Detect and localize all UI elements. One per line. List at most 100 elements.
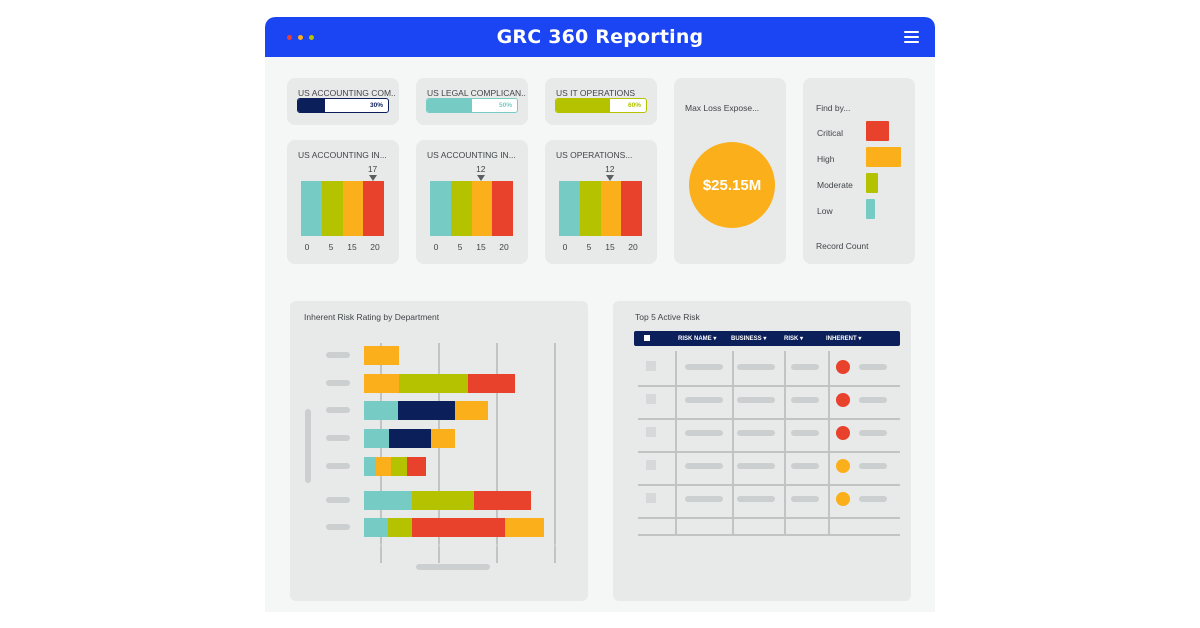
grid-line (554, 343, 556, 563)
inherent-placeholder (859, 364, 887, 370)
gauge-segment (492, 181, 513, 236)
bar-segment[interactable] (364, 518, 389, 537)
find-by-card[interactable]: Find by... Record Count Critical High Mode… (803, 78, 915, 264)
legend-swatch-moderate[interactable] (866, 173, 878, 193)
gauge-tick-label: 0 (562, 242, 568, 252)
risk-placeholder (791, 364, 819, 370)
column-header-risk[interactable]: RISK ▾ (784, 336, 804, 342)
bar-segment[interactable] (364, 429, 390, 448)
gauge-tick-label: 5 (457, 242, 463, 252)
app-title: GRC 360 Reporting (496, 26, 704, 48)
row-checkbox[interactable] (646, 460, 656, 470)
top-risk-table: Top 5 Active Risk RISK NAME ▾ BUSINESS ▾… (613, 301, 911, 601)
card-title: Find by... (816, 103, 851, 113)
bar-segment[interactable] (391, 457, 408, 476)
legend-swatch-low[interactable] (866, 199, 875, 219)
progress-bar: 50% (426, 98, 518, 113)
bar-segment[interactable] (364, 346, 400, 365)
business-placeholder (737, 364, 775, 370)
row-checkbox[interactable] (646, 361, 656, 371)
card-title: Max Loss Expose... (685, 103, 760, 113)
column-divider (732, 351, 734, 536)
bar-segment[interactable] (398, 401, 456, 420)
bar-segment[interactable] (431, 429, 456, 448)
business-placeholder (737, 430, 775, 436)
bar-segment[interactable] (389, 429, 432, 448)
grid-line (380, 343, 382, 563)
legend-swatch-critical[interactable] (866, 121, 889, 141)
bar-segment[interactable] (455, 401, 488, 420)
risk-name-placeholder (685, 496, 723, 502)
bar-segment[interactable] (467, 374, 515, 393)
gauge-tick-label: 5 (586, 242, 592, 252)
max-loss-card[interactable]: Max Loss Expose... $25.15M (674, 78, 786, 264)
bar-segment[interactable] (376, 457, 392, 476)
inherent-placeholder (859, 430, 887, 436)
gauge-card[interactable]: US OPERATIONS... 12 0 5 15 20 (545, 140, 657, 264)
row-checkbox[interactable] (646, 394, 656, 404)
inherent-risk-dot (836, 360, 850, 374)
gauge-marker-value: 12 (476, 164, 486, 174)
gauge-card[interactable]: US ACCOUNTING IN... 12 0 5 15 20 (416, 140, 528, 264)
progress-label: 30% (369, 102, 383, 109)
column-header-risk-name[interactable]: RISK NAME ▾ (678, 336, 717, 342)
gauge-tick-label: 0 (433, 242, 439, 252)
table-title: Top 5 Active Risk (635, 312, 700, 322)
progress-card[interactable]: US ACCOUNTING COM.. 30% (287, 78, 399, 125)
bar-segment[interactable] (412, 491, 474, 510)
window-dot-green[interactable] (309, 35, 314, 40)
select-all-checkbox[interactable] (644, 335, 650, 341)
max-loss-value: $25.15M (689, 142, 775, 228)
bar-segment[interactable] (364, 457, 377, 476)
card-title: US LEGAL COMPLICAN.. (427, 88, 526, 98)
risk-name-placeholder (685, 364, 723, 370)
row-divider (638, 484, 900, 486)
card-title: US ACCOUNTING IN... (298, 150, 387, 160)
window-dot-yellow[interactable] (298, 35, 303, 40)
column-header-business[interactable]: BUSINESS ▾ (731, 336, 767, 342)
bar-segment[interactable] (364, 491, 413, 510)
legend-swatch-high[interactable] (866, 147, 901, 167)
bar-segment[interactable] (504, 518, 544, 537)
risk-placeholder (791, 496, 819, 502)
inherent-risk-dot (836, 492, 850, 506)
column-divider (675, 351, 677, 536)
column-header-inherent[interactable]: INHERENT ▾ (826, 336, 862, 342)
progress-fill (556, 99, 610, 112)
bar-segment[interactable] (407, 457, 427, 476)
risk-name-placeholder (685, 397, 723, 403)
risk-placeholder (791, 463, 819, 469)
gauge-segment (621, 181, 642, 236)
gauge-marker-value: 17 (367, 164, 378, 174)
window-dot-red[interactable] (287, 35, 292, 40)
vertical-scrollbar[interactable] (305, 409, 311, 483)
gauge-card[interactable]: US ACCOUNTING IN... 17 0 5 15 20 (287, 140, 399, 264)
bar-segment[interactable] (399, 374, 468, 393)
business-placeholder (737, 397, 775, 403)
menu-icon[interactable] (904, 30, 919, 44)
gauge-segment (342, 181, 364, 236)
bar-segment[interactable] (388, 518, 413, 537)
row-divider (638, 451, 900, 453)
bar-segment[interactable] (412, 518, 505, 537)
gauge-bar (430, 181, 513, 236)
progress-fill (298, 99, 325, 112)
grid-line (496, 343, 498, 563)
gauge-segment (363, 181, 384, 236)
progress-card[interactable]: US IT OPERATIONS 60% (545, 78, 657, 125)
category-label-placeholder (326, 463, 350, 469)
card-title: US IT OPERATIONS (556, 88, 636, 98)
column-divider (828, 351, 830, 536)
row-checkbox[interactable] (646, 493, 656, 503)
bar-segment[interactable] (473, 491, 531, 510)
table-header: RISK NAME ▾ BUSINESS ▾ RISK ▾ INHERENT ▾ (634, 331, 900, 346)
progress-card[interactable]: US LEGAL COMPLICAN.. 50% (416, 78, 528, 125)
row-divider (638, 418, 900, 420)
bar-segment[interactable] (364, 374, 400, 393)
chart-title: Inherent Risk Rating by Department (304, 312, 440, 322)
card-title: US OPERATIONS... (556, 150, 633, 160)
bar-segment[interactable] (364, 401, 399, 420)
category-label-placeholder (326, 524, 350, 530)
row-checkbox[interactable] (646, 427, 656, 437)
horizontal-scrollbar[interactable] (416, 564, 490, 570)
